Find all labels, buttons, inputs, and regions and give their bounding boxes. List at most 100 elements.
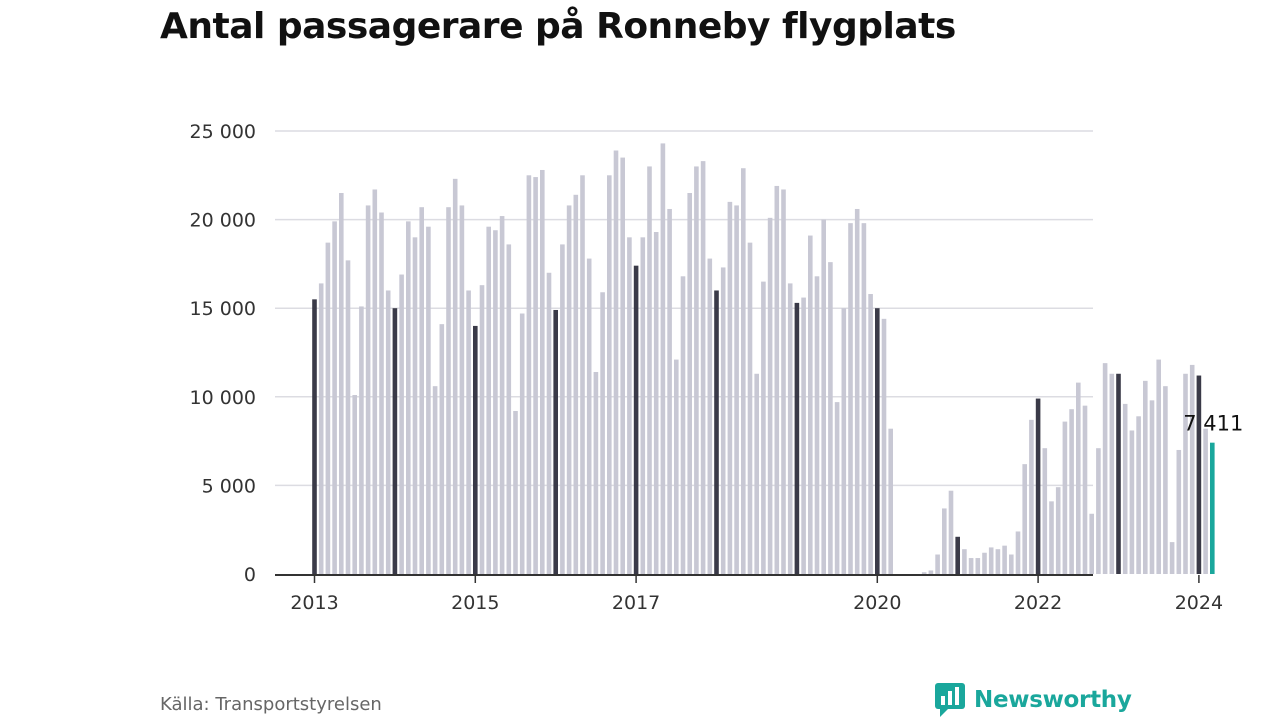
bar <box>1082 405 1088 574</box>
bar <box>834 402 840 574</box>
bar-january <box>633 265 639 574</box>
bar <box>935 554 940 574</box>
bar <box>1169 542 1175 574</box>
latest-value-label: 7 411 <box>1183 412 1243 436</box>
brand-logo: Newsworthy <box>934 682 1132 718</box>
y-tick-label: 15 000 <box>190 298 256 320</box>
bar <box>828 262 833 574</box>
bar <box>821 219 826 574</box>
bar <box>841 308 847 574</box>
bar <box>640 237 646 574</box>
bar <box>1069 409 1074 574</box>
bar <box>881 318 887 574</box>
bar <box>982 552 987 574</box>
bar <box>1176 449 1182 574</box>
bar <box>988 547 994 574</box>
bar <box>774 185 780 574</box>
bar <box>533 177 538 574</box>
data-labels: 7 411 <box>1183 412 1243 436</box>
bar <box>1149 400 1155 574</box>
bar <box>459 205 465 574</box>
bar <box>848 223 853 575</box>
x-tick-label: 2017 <box>612 592 660 614</box>
bar <box>365 205 371 574</box>
bar <box>432 386 438 574</box>
bar <box>1055 487 1061 574</box>
bars <box>312 143 1215 575</box>
bar <box>687 193 692 574</box>
y-tick-label: 25 000 <box>190 121 256 143</box>
bar <box>888 428 893 574</box>
bar-january <box>473 325 478 574</box>
bar <box>1203 428 1208 574</box>
bar <box>325 242 331 575</box>
bar <box>928 570 934 574</box>
bar <box>412 237 418 574</box>
bar <box>921 572 927 574</box>
bar <box>540 169 545 574</box>
y-tick-label: 0 <box>244 564 256 586</box>
x-tick-label: 2024 <box>1175 592 1223 614</box>
bar <box>560 244 565 574</box>
bar <box>493 230 498 574</box>
bar-january <box>794 302 800 574</box>
bar <box>1136 416 1141 574</box>
bar <box>439 324 445 574</box>
bar <box>1156 359 1161 574</box>
bar <box>1163 386 1168 574</box>
bar-january <box>714 290 719 574</box>
bar <box>787 283 793 574</box>
bar <box>700 161 706 574</box>
bar <box>1049 501 1054 574</box>
bar-latest <box>1210 442 1215 574</box>
bar <box>727 201 733 574</box>
bar-january <box>553 309 558 574</box>
bar <box>1042 448 1048 574</box>
bar-january <box>1035 398 1041 574</box>
bar <box>513 410 518 574</box>
bar <box>674 359 679 574</box>
bar <box>627 237 632 574</box>
bar <box>747 242 753 575</box>
bar <box>995 549 1001 574</box>
bar <box>486 226 491 575</box>
bar <box>1022 464 1027 574</box>
bar <box>593 371 599 574</box>
bar <box>613 150 619 574</box>
bar <box>942 508 947 574</box>
bar <box>352 395 357 574</box>
bar <box>734 205 739 574</box>
bar <box>446 207 451 575</box>
bar <box>586 258 592 574</box>
bar <box>962 549 967 574</box>
bar <box>359 306 364 574</box>
x-tick-label: 2015 <box>451 592 499 614</box>
bar <box>720 267 726 574</box>
bar <box>647 166 652 574</box>
x-tick-label: 2020 <box>853 592 901 614</box>
bar <box>1009 554 1014 574</box>
bar <box>600 292 605 574</box>
bar <box>379 212 384 574</box>
bar <box>332 221 337 574</box>
bar <box>385 290 391 574</box>
bar <box>741 168 746 574</box>
y-tick-label: 20 000 <box>190 210 256 232</box>
bar <box>479 285 485 574</box>
bar <box>1122 403 1128 574</box>
bar-january <box>1116 373 1121 574</box>
bar <box>808 235 813 574</box>
bar <box>1015 531 1021 574</box>
x-axis-ticks: 2013 2015 2017 2020 2022 2024 <box>290 575 1223 614</box>
bar <box>1183 373 1188 574</box>
bar <box>318 283 324 574</box>
bar <box>620 157 625 574</box>
bar <box>868 294 873 574</box>
bar-january <box>392 308 398 574</box>
bar <box>854 208 860 574</box>
bar <box>1109 373 1115 574</box>
bar-january <box>1196 375 1202 574</box>
bar <box>399 274 404 574</box>
bar <box>566 205 572 574</box>
